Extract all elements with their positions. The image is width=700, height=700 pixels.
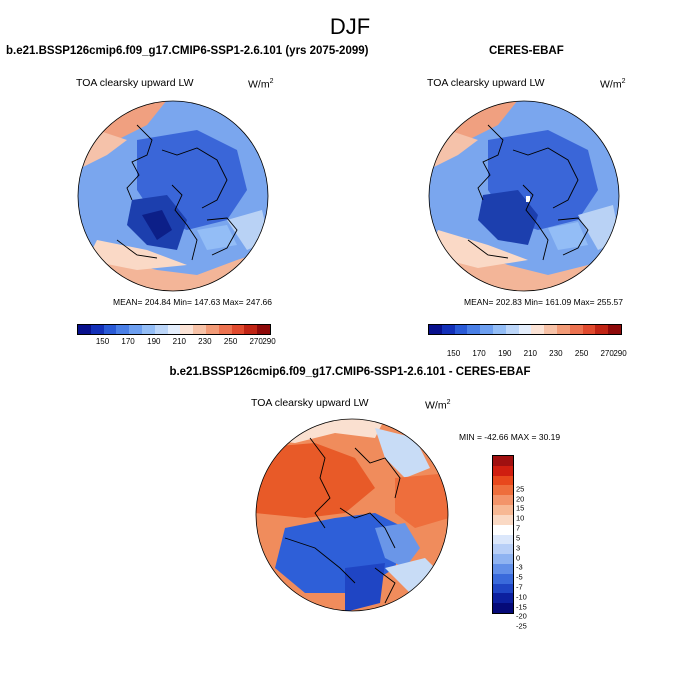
- tick-label: 10: [516, 513, 525, 523]
- colorbar-swatch: [492, 325, 506, 334]
- tick-label: 25: [516, 484, 525, 494]
- colorbar-swatch: [493, 583, 513, 594]
- colorbar-swatch: [493, 563, 513, 574]
- colorbar-swatch: [544, 325, 557, 334]
- colorbar-swatch: [167, 325, 181, 334]
- colorbar-swatch: [480, 325, 493, 334]
- tick-label: 250: [574, 349, 589, 358]
- tick-label: 150: [446, 349, 461, 358]
- colorbar-swatch: [441, 325, 455, 334]
- colorbar-swatch: [493, 514, 513, 525]
- tick-label: 210: [523, 349, 538, 358]
- tick-label: 270: [600, 349, 614, 358]
- colorbar-swatch: [116, 325, 130, 334]
- colorbar-swatch: [493, 475, 513, 486]
- panel-1-units: W/m2: [248, 78, 274, 91]
- tick-label: 250: [223, 337, 238, 346]
- panel-2-title: CERES-EBAF: [489, 45, 564, 57]
- colorbar-swatch: [493, 573, 513, 584]
- colorbar-swatch: [467, 325, 481, 334]
- colorbar-swatch: [244, 325, 258, 334]
- diff-map: [255, 418, 449, 612]
- colorbar-swatch: [231, 325, 245, 334]
- colorbar-swatch: [505, 325, 519, 334]
- tick-label: 290: [262, 337, 276, 346]
- panel-1-colorbar-ticks: 150 170 190 210 230 250 270 290: [77, 337, 276, 349]
- colorbar-swatch: [493, 544, 513, 555]
- page-title: DJF: [329, 14, 371, 39]
- panel-2-colorbar: [428, 324, 622, 335]
- colorbar-swatch: [493, 603, 513, 613]
- tick-label: -7: [516, 582, 523, 592]
- colorbar-swatch: [257, 325, 270, 334]
- colorbar-swatch: [493, 524, 513, 535]
- tick-label: -25: [516, 621, 527, 631]
- obs-map: [428, 100, 620, 292]
- tick-label: 230: [549, 349, 563, 358]
- colorbar-swatch: [493, 456, 513, 466]
- panel-3-colorbar: [492, 455, 514, 614]
- colorbar-swatch: [193, 325, 206, 334]
- panel-1-stats: MEAN= 204.84 Min= 147.63 Max= 247.66: [113, 297, 273, 307]
- tick-label: 150: [95, 337, 110, 346]
- colorbar-swatch: [429, 325, 442, 334]
- panel-1-colorbar: [77, 324, 271, 335]
- tick-label: -10: [516, 592, 527, 602]
- panel-2-stats: MEAN= 202.83 Min= 161.09 Max= 255.57: [464, 297, 624, 307]
- tick-label: 20: [516, 494, 525, 504]
- colorbar-swatch: [493, 465, 513, 476]
- colorbar-swatch: [103, 325, 117, 334]
- tick-label: 0: [516, 553, 521, 562]
- tick-label: 5: [516, 533, 521, 543]
- tick-label: 170: [121, 337, 135, 346]
- colorbar-swatch: [90, 325, 104, 334]
- tick-label: -15: [516, 602, 527, 612]
- tick-label: 3: [516, 543, 521, 553]
- colorbar-swatch: [595, 325, 609, 334]
- colorbar-swatch: [454, 325, 468, 334]
- colorbar-swatch: [531, 325, 545, 334]
- panel-3-title: b.e21.BSSP126cmip6.f09_g17.CMIP6-SSP1-2.…: [169, 366, 531, 378]
- colorbar-swatch: [78, 325, 91, 334]
- colorbar-swatch: [569, 325, 583, 334]
- tick-label: 170: [472, 349, 486, 358]
- colorbar-swatch: [154, 325, 168, 334]
- colorbar-swatch: [518, 325, 532, 334]
- tick-label: 15: [516, 503, 525, 513]
- model-map: [77, 100, 269, 292]
- colorbar-swatch: [493, 495, 513, 506]
- colorbar-swatch: [556, 325, 570, 334]
- tick-label: -3: [516, 562, 523, 572]
- tick-label: 270: [249, 337, 263, 346]
- tick-label: 210: [172, 337, 187, 346]
- colorbar-swatch: [493, 505, 513, 515]
- colorbar-swatch: [608, 325, 621, 334]
- panel-1-title: b.e21.BSSP126cmip6.f09_g17.CMIP6-SSP1-2.…: [6, 45, 369, 57]
- panel-1-variable: TOA clearsky upward LW: [76, 77, 194, 89]
- colorbar-swatch: [180, 325, 194, 334]
- colorbar-swatch: [493, 554, 513, 564]
- panel-3-stats: MIN = -42.66 MAX = 30.19: [459, 432, 561, 442]
- panel-2-variable: TOA clearsky upward LW: [427, 77, 545, 89]
- colorbar-swatch: [141, 325, 155, 334]
- panel-2-units: W/m2: [600, 78, 626, 91]
- tick-label: 230: [198, 337, 212, 346]
- panel-3-variable: TOA clearsky upward LW: [251, 397, 369, 409]
- colorbar-swatch: [129, 325, 142, 334]
- tick-label: -20: [516, 611, 527, 621]
- colorbar-swatch: [493, 485, 513, 496]
- colorbar-swatch: [218, 325, 232, 334]
- tick-label: 7: [516, 523, 521, 533]
- tick-label: 190: [147, 337, 161, 346]
- panel-3-colorbar-ticks: 25 20 15 10 7 5 3 0 -3 -5 -7 -10 -15 -20…: [516, 479, 546, 636]
- tick-label: 290: [613, 349, 627, 358]
- tick-label: -5: [516, 572, 523, 582]
- colorbar-swatch: [205, 325, 219, 334]
- colorbar-swatch: [582, 325, 596, 334]
- panel-2-colorbar-ticks: 150 170 190 210 230 250 270 290: [428, 349, 627, 361]
- colorbar-swatch: [493, 593, 513, 604]
- panel-3-units: W/m2: [425, 399, 451, 412]
- colorbar-swatch: [493, 534, 513, 545]
- tick-label: 190: [498, 349, 512, 358]
